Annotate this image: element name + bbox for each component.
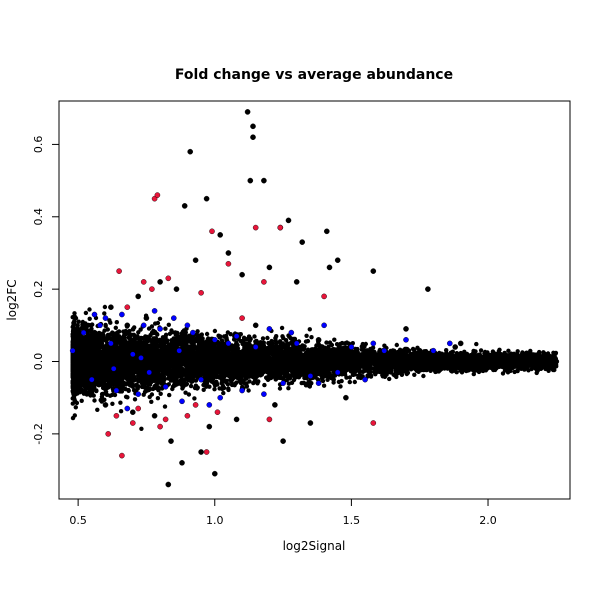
- cloud-point: [304, 333, 309, 338]
- cloud-point: [307, 327, 312, 332]
- cloud-point: [148, 332, 153, 338]
- cloud-point: [167, 331, 173, 336]
- cloud-point: [114, 320, 120, 325]
- cloud-point: [262, 382, 267, 388]
- cloud-point: [158, 391, 163, 396]
- cloud-point: [347, 375, 352, 380]
- cloud-point: [506, 348, 511, 353]
- cloud-point: [212, 328, 218, 334]
- cloud-point: [382, 343, 387, 348]
- cloud-point: [212, 387, 217, 392]
- cloud-point: [226, 387, 231, 393]
- cloud-point: [74, 400, 80, 406]
- cloud-point: [246, 388, 251, 393]
- cloud-point: [265, 335, 270, 341]
- cloud-point: [338, 384, 343, 389]
- cloud-point: [221, 390, 226, 396]
- cloud-point: [412, 372, 417, 377]
- cloud-point: [277, 386, 283, 391]
- cloud-point: [155, 396, 161, 401]
- points-layer: [69, 109, 560, 488]
- cloud-point: [332, 337, 337, 342]
- cloud-point: [279, 325, 285, 331]
- cloud-point: [269, 338, 274, 344]
- cloud-point: [421, 373, 426, 379]
- cloud-point: [79, 398, 84, 403]
- cloud-point: [132, 397, 138, 402]
- cloud-point: [273, 335, 278, 341]
- density-cloud: [70, 304, 559, 431]
- cloud-point: [292, 336, 298, 342]
- cloud-point: [118, 409, 124, 414]
- cloud-point: [266, 340, 271, 346]
- cloud-point: [321, 383, 327, 388]
- cloud-point: [72, 413, 78, 418]
- cloud-point: [144, 334, 150, 340]
- cloud-point: [247, 379, 252, 384]
- cloud-point: [478, 348, 484, 353]
- cloud-point: [95, 407, 100, 412]
- cloud-point: [102, 311, 107, 316]
- cloud-point: [83, 310, 89, 316]
- cloud-point: [169, 338, 174, 343]
- cloud-point: [123, 394, 129, 399]
- cloud-point: [286, 386, 291, 391]
- cloud-point: [201, 387, 206, 392]
- cloud-point: [192, 396, 197, 401]
- cloud-point: [103, 322, 108, 328]
- cloud-point: [473, 349, 478, 354]
- cloud-point: [73, 405, 79, 410]
- cloud-point: [393, 369, 398, 374]
- cloud-point: [195, 329, 200, 334]
- cloud-point: [284, 378, 289, 383]
- chart-title: Fold change vs average abundance: [175, 67, 453, 83]
- cloud-point: [149, 324, 155, 329]
- cloud-point: [471, 371, 476, 377]
- cloud-point: [113, 325, 119, 330]
- cloud-point: [118, 400, 123, 405]
- cloud-point: [410, 346, 416, 352]
- cloud-point: [204, 331, 210, 337]
- cloud-point: [145, 338, 150, 344]
- cloud-point: [252, 334, 257, 339]
- cloud-point: [347, 379, 352, 385]
